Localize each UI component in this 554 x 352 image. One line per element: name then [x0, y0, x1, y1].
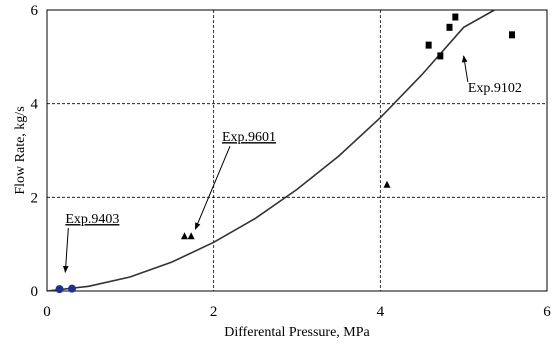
square-point	[425, 41, 432, 49]
data-points	[55, 13, 515, 294]
triangle-point	[187, 232, 195, 240]
annotation-arrow	[461, 55, 469, 83]
fit-curve	[46, 9, 495, 292]
annotation-arrow	[62, 228, 69, 273]
y-axis-title: Flow Rate, kg/s	[13, 106, 28, 194]
square-point	[437, 52, 444, 60]
y-tick-label: 6	[31, 3, 39, 19]
annotation-arrow	[194, 145, 231, 230]
square-point	[452, 13, 459, 21]
annotation-label: Exp.9102	[468, 81, 522, 96]
circle-point	[68, 284, 76, 293]
triangle-point	[383, 180, 391, 188]
annotation-label: Exp.9601	[222, 130, 276, 145]
tick-labels: 0 2 4 6 0 2 4 6	[31, 3, 552, 320]
plot-frame	[46, 9, 548, 292]
x-axis-title: Differental Pressure, MPa	[224, 325, 370, 340]
y-tick-label: 4	[31, 97, 39, 113]
square-point	[509, 31, 515, 39]
square-point	[446, 23, 453, 31]
triangle-point	[181, 232, 188, 240]
annotations: Exp.9403 Exp.9601 Exp.9102	[62, 55, 522, 273]
grid	[47, 10, 547, 291]
fit-curve-layer	[46, 9, 495, 292]
x-tick-label: 0	[43, 304, 51, 320]
y-tick-label: 0	[31, 284, 39, 300]
y-tick-label: 2	[31, 190, 39, 206]
x-tick-label: 4	[377, 304, 385, 320]
circle-point	[55, 285, 64, 294]
x-tick-label: 2	[210, 304, 218, 320]
annotation-label: Exp.9403	[65, 212, 119, 227]
x-tick-label: 6	[543, 304, 551, 320]
